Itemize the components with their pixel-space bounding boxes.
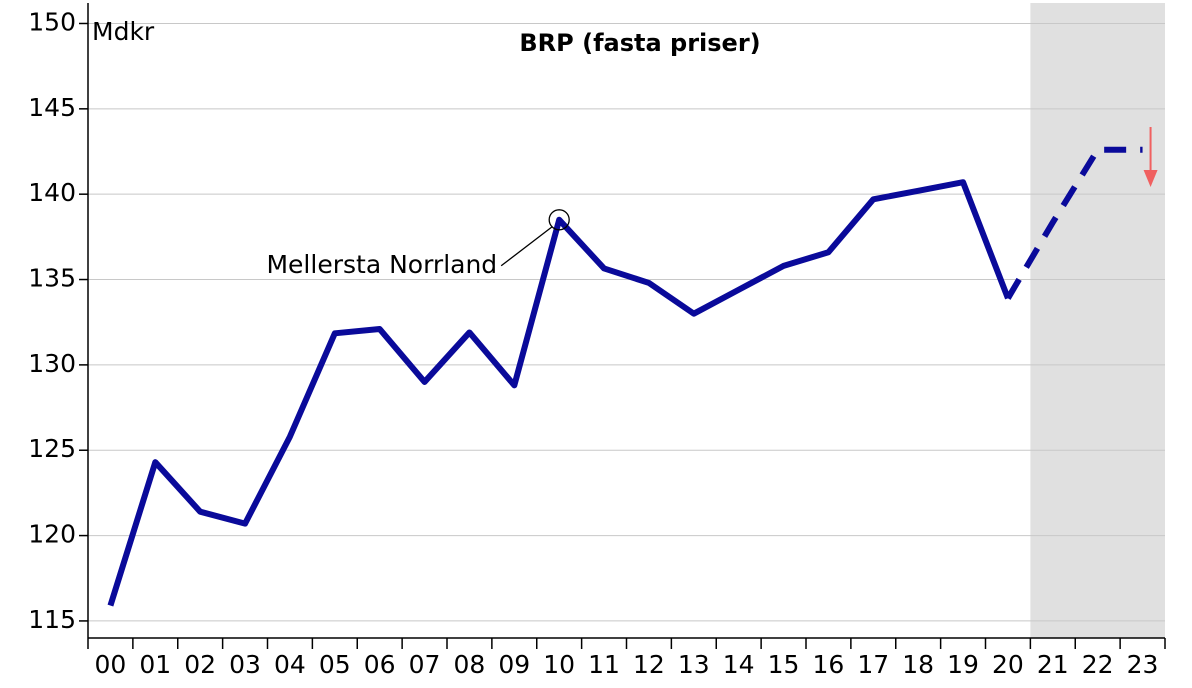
forecast-region [1030, 3, 1165, 638]
annotation-leader [500, 226, 553, 267]
y-tick-label: 130 [28, 349, 76, 378]
x-tick-label: 13 [678, 650, 710, 679]
x-tick-label: 18 [902, 650, 934, 679]
x-tick-label: 21 [1037, 650, 1069, 679]
x-tick-label: 14 [723, 650, 755, 679]
x-tick-label: 08 [454, 650, 486, 679]
annotation-marker [548, 209, 570, 231]
x-tick-label: 00 [95, 650, 127, 679]
x-tick-label: 05 [319, 650, 351, 679]
x-tick-label: 17 [857, 650, 889, 679]
x-tick-label: 20 [992, 650, 1024, 679]
x-tick-label: 10 [543, 650, 575, 679]
y-tick-label: 135 [28, 264, 76, 293]
x-tick-label: 22 [1082, 650, 1114, 679]
x-tick-label: 16 [813, 650, 845, 679]
y-tick-label: 125 [28, 434, 76, 463]
x-tick-label: 06 [364, 650, 396, 679]
x-tick-label: 01 [139, 650, 171, 679]
x-tick-label: 23 [1127, 650, 1159, 679]
y-axis-label: Mdkr [92, 17, 155, 46]
line-series [107, 179, 1011, 607]
y-tick-label: 150 [28, 7, 76, 36]
background [88, 3, 1165, 638]
x-tick-label: 03 [229, 650, 261, 679]
y-tick-label: 145 [28, 93, 76, 122]
x-tick-label: 04 [274, 650, 306, 679]
x-tick-label: 19 [947, 650, 979, 679]
annotation-text: Mellersta Norrland [266, 250, 497, 279]
x-tick-label: 07 [409, 650, 441, 679]
y-tick-label: 140 [28, 178, 76, 207]
x-tick-label: 09 [498, 650, 530, 679]
y-tick-label: 120 [28, 520, 76, 549]
arrow-head [1143, 170, 1158, 187]
x-tick-label: 12 [633, 650, 665, 679]
chart-title: BRP (fasta priser) [519, 29, 760, 57]
y-tick-label: 115 [28, 605, 76, 634]
x-tick-label: 11 [588, 650, 620, 679]
x-tick-label: 15 [768, 650, 800, 679]
x-tick-label: 02 [184, 650, 216, 679]
line-series [1005, 146, 1143, 300]
